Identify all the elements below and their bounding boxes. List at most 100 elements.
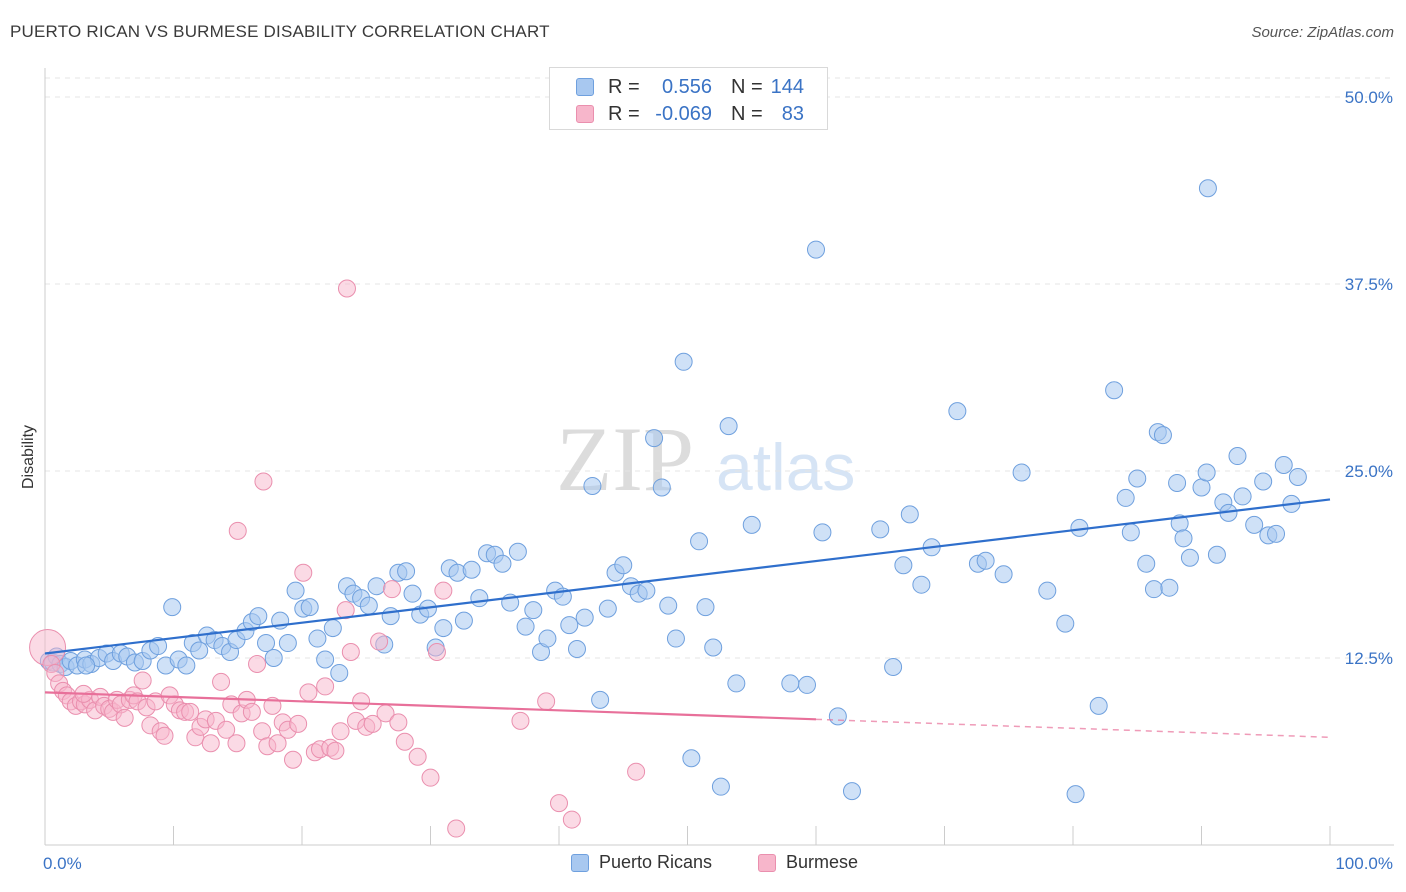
point-puerto-ricans (1105, 381, 1124, 400)
point-burmese (201, 734, 220, 753)
point-puerto-ricans (575, 608, 594, 627)
point-puerto-ricans (516, 617, 535, 636)
point-puerto-ricans (524, 601, 543, 620)
point-puerto-ricans (1245, 515, 1264, 534)
series-legend: Puerto Ricans Burmese (0, 852, 1406, 878)
point-burmese (427, 643, 446, 662)
point-puerto-ricans (742, 515, 761, 534)
point-puerto-ricans (163, 598, 182, 617)
point-puerto-ricans (1207, 545, 1226, 564)
point-puerto-ricans (894, 556, 913, 575)
source-label: Source: ZipAtlas.com (1251, 24, 1394, 41)
point-puerto-ricans (781, 674, 800, 693)
point-puerto-ricans (659, 596, 678, 615)
x-tick-label-max: 100.0% (1335, 854, 1393, 873)
point-burmese (254, 472, 273, 491)
point-puerto-ricans (316, 650, 335, 669)
trend-line-burmese (44, 691, 817, 721)
point-puerto-ricans (1144, 580, 1163, 599)
point-burmese (550, 794, 568, 813)
legend-swatch-puerto-ricans (571, 854, 589, 872)
trend-line-puerto-ricans (44, 498, 1331, 655)
point-puerto-ricans (828, 707, 847, 726)
point-puerto-ricans (538, 629, 557, 648)
swatch-burmese (576, 105, 594, 123)
point-puerto-ricans (264, 649, 283, 667)
point-puerto-ricans (1066, 785, 1085, 804)
point-puerto-ricans (900, 505, 919, 524)
n-label: N = (731, 103, 763, 125)
point-puerto-ricans (257, 634, 276, 653)
point-burmese (155, 726, 174, 745)
point-puerto-ricans (719, 417, 738, 436)
point-burmese (115, 708, 134, 727)
point-puerto-ricans (711, 777, 730, 796)
stats-row-burmese: R = -0.069 N = 83 (550, 101, 827, 127)
point-puerto-ricans (1012, 463, 1031, 482)
point-burmese (331, 722, 350, 741)
point-puerto-ricans (367, 577, 386, 596)
point-puerto-ricans (1153, 426, 1172, 445)
y-tick-label: 37.5% (1345, 275, 1393, 294)
point-puerto-ricans (798, 675, 817, 694)
point-puerto-ricans (645, 429, 664, 448)
point-puerto-ricans (381, 607, 400, 626)
point-burmese (382, 580, 401, 599)
point-puerto-ricans (470, 589, 489, 608)
point-puerto-ricans (1038, 581, 1057, 600)
y-tick-label: 50.0% (1345, 88, 1393, 107)
point-burmese (363, 714, 382, 733)
point-puerto-ricans (149, 637, 168, 656)
point-puerto-ricans (567, 640, 586, 659)
point-burmese (326, 741, 345, 760)
x-tick-label-min: 0.0% (43, 854, 82, 873)
point-puerto-ricans (842, 782, 861, 801)
point-puerto-ricans (666, 629, 685, 648)
point-puerto-ricans (300, 598, 319, 617)
y-tick-label: 12.5% (1345, 649, 1393, 668)
point-puerto-ricans (884, 657, 903, 676)
point-burmese (263, 696, 282, 715)
point-puerto-ricans (637, 581, 656, 600)
point-burmese (217, 720, 236, 739)
point-puerto-ricans (994, 565, 1013, 584)
point-puerto-ricans (1128, 469, 1147, 488)
point-puerto-ricans (1274, 456, 1293, 475)
trend-line-burmese-extrapolated (815, 718, 1331, 739)
point-puerto-ricans (359, 596, 378, 615)
point-puerto-ricans (871, 520, 890, 539)
point-puerto-ricans (493, 554, 512, 573)
point-burmese (316, 677, 335, 696)
point-puerto-ricans (948, 402, 967, 421)
point-puerto-ricans (249, 607, 268, 626)
point-burmese (212, 672, 231, 691)
point-puerto-ricans (652, 478, 671, 497)
point-puerto-ricans (813, 523, 832, 542)
point-puerto-ricans (696, 598, 715, 617)
point-puerto-ricans (1288, 467, 1307, 486)
point-puerto-ricans (598, 599, 617, 618)
point-puerto-ricans (397, 562, 416, 581)
r-value: 0.556 (661, 76, 712, 98)
point-burmese (268, 734, 287, 753)
legend-label: Burmese (786, 852, 859, 872)
point-puerto-ricans (1267, 524, 1286, 543)
point-puerto-ricans (682, 749, 701, 768)
point-puerto-ricans (434, 619, 453, 638)
point-puerto-ricans (1254, 472, 1273, 491)
point-puerto-ricans (690, 532, 709, 551)
trend-lines (44, 498, 1331, 739)
point-puerto-ricans (807, 240, 825, 259)
point-puerto-ricans (1089, 696, 1108, 715)
swatch-puerto-ricans (576, 78, 594, 96)
series-burmese-points (29, 279, 646, 838)
y-tick-label: 25.0% (1345, 462, 1393, 481)
point-burmese (299, 683, 318, 702)
legend-label: Puerto Ricans (599, 852, 713, 872)
point-burmese (408, 747, 427, 766)
gridlines (45, 77, 1394, 659)
point-puerto-ricans (462, 560, 481, 579)
point-burmese (228, 521, 247, 540)
r-value: -0.069 (655, 103, 712, 125)
